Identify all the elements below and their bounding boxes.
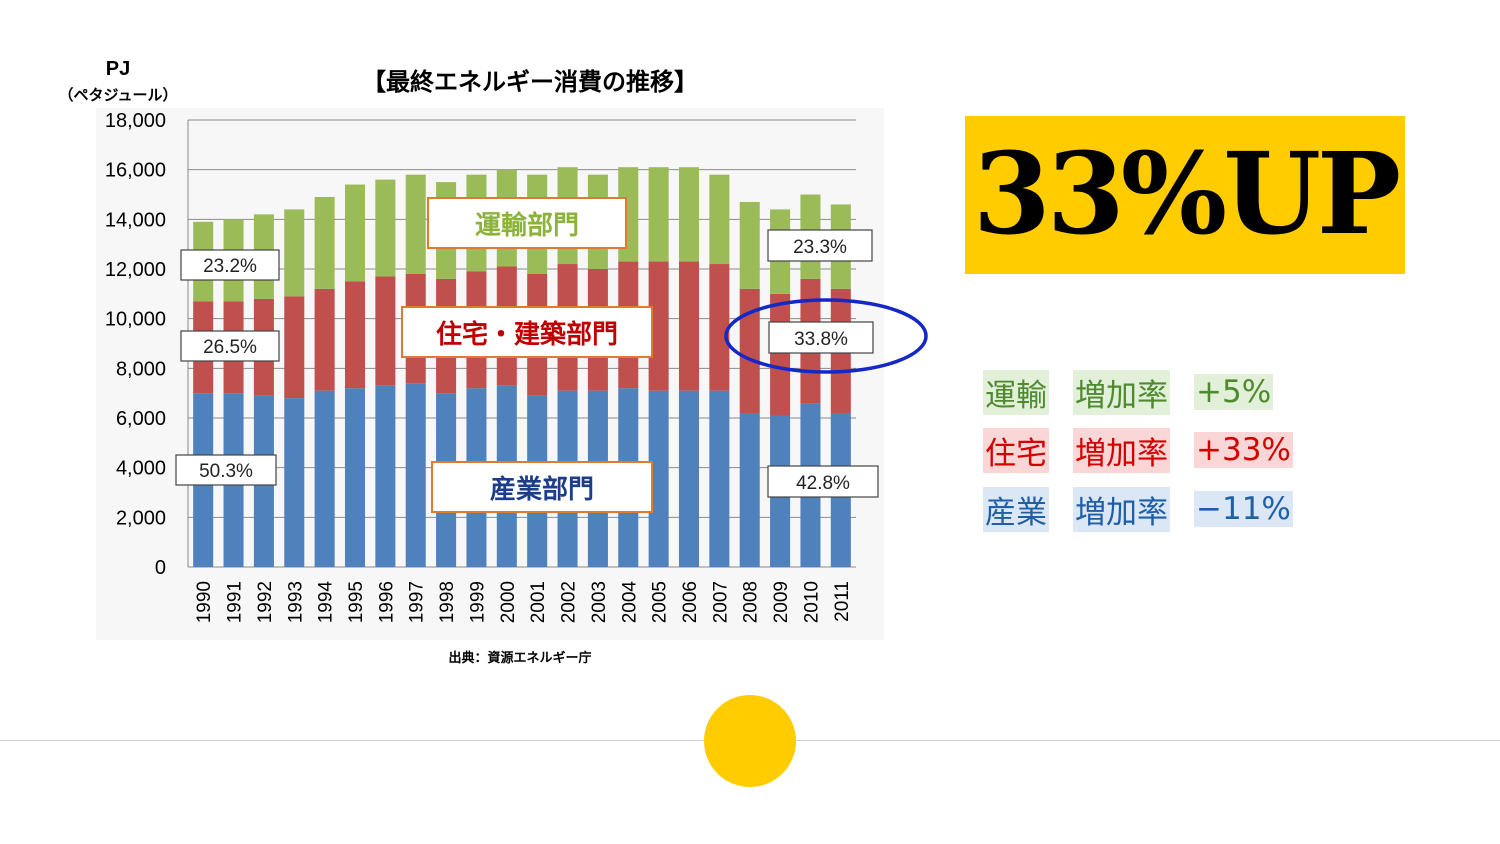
bar-segment (375, 385, 396, 567)
share-box-1990-transport (180, 249, 280, 281)
bar-segment (648, 390, 669, 567)
rate-label-industry: 増加率 (1073, 486, 1170, 532)
rate-row-transport: 運輸 増加率 +5% (983, 369, 1274, 415)
x-tick-label: 1993 (285, 581, 306, 623)
bar-segment (375, 276, 396, 386)
x-tick-label: 2007 (710, 581, 731, 623)
bar-segment (709, 390, 730, 567)
y-tick-label: 10,000 (105, 309, 166, 331)
bar-segment (344, 281, 366, 389)
bar-segment (770, 293, 791, 416)
bar-segment (284, 296, 305, 399)
x-tick-label: 1996 (376, 581, 397, 623)
y-tick-label: 4,000 (116, 458, 166, 480)
rate-sector-housing: 住宅 (983, 427, 1049, 473)
bar-segment (739, 413, 760, 567)
share-box-1990-housing (180, 330, 280, 362)
bar-segment (314, 196, 335, 289)
y-tick-label: 8,000 (116, 358, 166, 380)
bar-segment (375, 179, 396, 277)
share-box-1990-industry (175, 454, 277, 486)
share-box-2011-transport (767, 229, 873, 262)
y-tick-label: 0 (155, 557, 166, 579)
rate-sector-transport: 運輸 (983, 369, 1049, 415)
bar-segment (678, 261, 700, 391)
share-2011-transport: 23.3% (793, 237, 847, 258)
headline-text: 33%UP (972, 129, 1401, 260)
y-tick-label: 14,000 (105, 209, 166, 231)
x-tick-label: 1997 (407, 581, 428, 623)
rate-row-housing: 住宅 増加率 +33% (983, 427, 1293, 473)
bar-segment (648, 167, 669, 262)
rate-value-housing: +33% (1194, 432, 1293, 468)
category-label-housing: 住宅・建築部門 (436, 319, 618, 350)
share-1990-transport: 23.2% (203, 256, 257, 277)
rate-label-transport: 増加率 (1073, 369, 1170, 415)
y-axis-unit-sub: （ペタジュール） (59, 86, 178, 104)
share-box-2011-housing (768, 321, 874, 354)
headline-banner: 33%UP (965, 116, 1405, 274)
x-tick-label: 2001 (528, 581, 549, 623)
accent-dot (704, 695, 796, 787)
x-tick-label: 1998 (437, 581, 458, 623)
share-1990-industry: 50.3% (199, 461, 253, 482)
bar-segment (739, 201, 760, 289)
y-tick-label: 6,000 (116, 408, 166, 430)
bar-segment (405, 383, 426, 567)
x-tick-label: 2010 (801, 581, 822, 623)
share-1990-housing: 26.5% (203, 337, 257, 358)
rate-row-industry: 産業 増加率 −11% (983, 486, 1293, 532)
share-box-2011-industry (767, 465, 879, 498)
category-label-industry: 産業部門 (490, 474, 594, 505)
x-tick-label: 1990 (194, 581, 215, 623)
bar-segment (314, 288, 335, 391)
category-label-box-industry (431, 461, 653, 513)
bar-segment (739, 288, 760, 414)
bar-segment (284, 209, 305, 297)
x-tick-label: 1994 (316, 581, 337, 624)
bar-segment (648, 261, 669, 391)
y-tick-label: 18,000 (105, 110, 166, 132)
y-tick-label: 2,000 (116, 507, 166, 529)
x-tick-label: 2011 (832, 581, 853, 622)
bar-segment (405, 174, 426, 274)
bar-segment (284, 398, 305, 567)
y-axis-unit: PJ (106, 58, 130, 80)
x-tick-label: 2002 (559, 581, 580, 623)
x-tick-label: 2003 (589, 581, 610, 623)
bar-segment (678, 390, 700, 567)
rate-value-transport: +5% (1194, 374, 1274, 410)
category-label-transport: 運輸部門 (475, 210, 579, 241)
bar-segment (709, 264, 730, 391)
rate-label-housing: 増加率 (1073, 427, 1170, 473)
x-tick-label: 1991 (225, 581, 246, 623)
highlight-circle (724, 298, 928, 374)
bar-segment (314, 390, 335, 567)
rate-value-industry: −11% (1194, 491, 1293, 527)
x-tick-label: 1999 (467, 581, 488, 623)
x-tick-label: 2006 (680, 581, 701, 623)
chart-title: 【最終エネルギー消費の推移】 (362, 68, 698, 96)
bar-segment (678, 167, 700, 262)
bar-segment (344, 184, 366, 282)
category-label-box-housing (401, 306, 653, 358)
energy-consumption-chart: PJ （ペタジュール） 【最終エネルギー消費の推移】 0 2,000 4,000 6,… (59, 58, 928, 666)
y-tick-label: 16,000 (105, 160, 166, 182)
x-tick-label: 2005 (650, 581, 671, 623)
bar-segment (344, 388, 366, 567)
x-tick-label: 1995 (346, 581, 367, 623)
share-2011-industry: 42.8% (796, 473, 850, 494)
bar-segment (709, 174, 730, 265)
y-tick-label: 12,000 (105, 259, 166, 281)
chart-source: 出典：資源エネルギー庁 (448, 650, 591, 666)
category-label-box-transport (427, 197, 627, 249)
x-tick-label: 2000 (498, 581, 519, 623)
rate-sector-industry: 産業 (983, 486, 1049, 532)
x-tick-label: 1992 (255, 581, 276, 623)
share-2011-housing: 33.8% (794, 329, 848, 350)
x-tick-label: 2004 (619, 581, 640, 624)
x-tick-label: 2009 (771, 581, 792, 623)
x-tick-label: 2008 (741, 581, 762, 623)
